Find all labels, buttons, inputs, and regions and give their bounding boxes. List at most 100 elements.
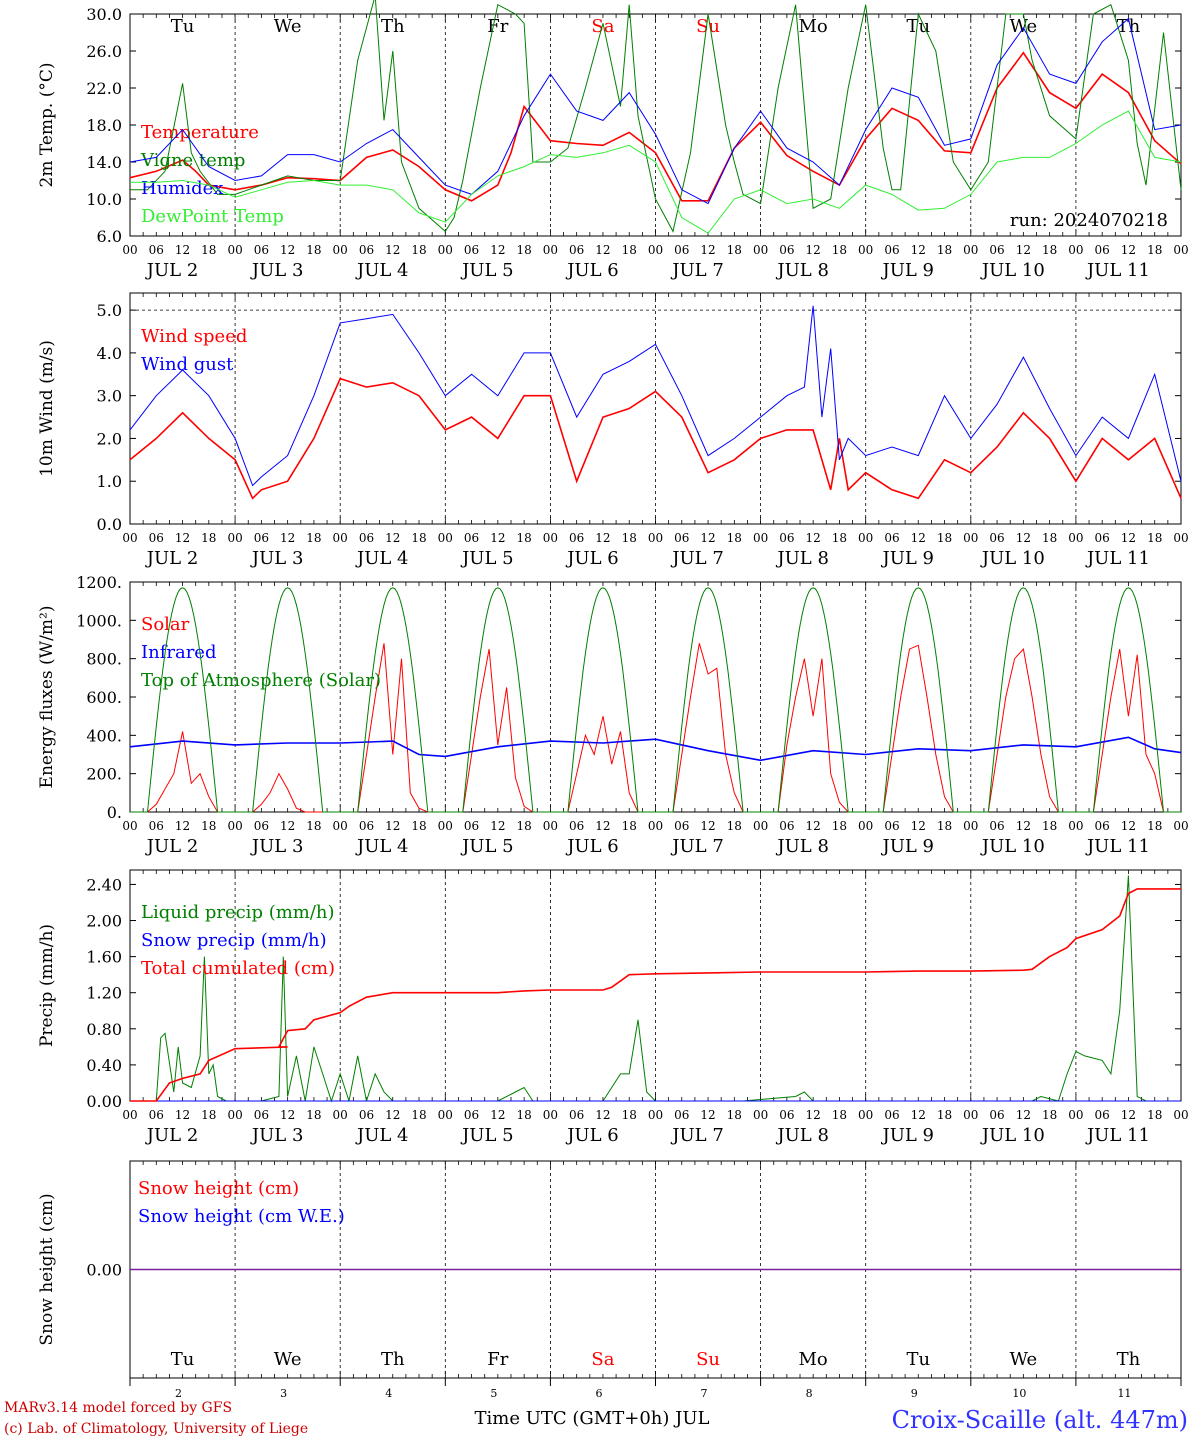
panel-snow: 0.00 Snow height (cm) Snow height (cm) Snow…	[37, 1160, 1182, 1400]
hour-tick-label: 12	[1016, 819, 1031, 833]
hour-tick-label: 12	[806, 1108, 821, 1122]
hour-tick-label: 06	[149, 243, 164, 257]
y-axis-label: 10m Wind (m/s)	[37, 340, 57, 477]
hour-tick-label: 06	[254, 819, 269, 833]
hour-tick-label: 06	[464, 243, 479, 257]
y-tick-label: 6.0	[97, 227, 122, 246]
y-tick-label: 2.00	[86, 912, 122, 931]
hour-tick-label: 12	[385, 1108, 400, 1122]
date-label: JUL 8	[775, 548, 829, 569]
date-label: JUL 2	[145, 548, 199, 569]
y-tick-label: 10.0	[86, 190, 122, 209]
footer-model-credit: MARv3.14 model forced by GFS	[4, 1400, 232, 1416]
hour-tick-label: 18	[1042, 819, 1057, 833]
hour-tick-label: 18	[516, 243, 531, 257]
hour-tick-label: 00	[858, 531, 873, 545]
date-label: JUL 9	[880, 260, 934, 281]
hour-tick-label: 18	[1147, 1108, 1162, 1122]
hour-tick-label: 00	[227, 819, 242, 833]
hour-tick-label: 12	[911, 243, 926, 257]
hour-tick-label: 18	[1147, 531, 1162, 545]
legend-entry: Wind gust	[141, 354, 234, 375]
hour-tick-label: 12	[911, 531, 926, 545]
y-tick-label: 1.20	[86, 984, 122, 1003]
hour-tick-label: 06	[464, 1108, 479, 1122]
y-tick-label: 1.60	[86, 948, 122, 967]
y-tick-label: 4.0	[97, 344, 122, 363]
hour-tick-label: 12	[806, 243, 821, 257]
hour-tick-label: 06	[569, 531, 584, 545]
hour-tick-label: 06	[1095, 819, 1110, 833]
y-tick-label: 1000.	[76, 611, 122, 630]
hour-tick-label: 18	[622, 819, 637, 833]
hour-tick-label: 00	[1173, 243, 1188, 257]
weekday-label: We	[274, 1349, 302, 1370]
hour-tick-label: 18	[1147, 819, 1162, 833]
day-number-label: 2	[175, 1387, 182, 1400]
weekday-label: Th	[1117, 16, 1141, 37]
legend-entry: Humidex	[141, 178, 223, 199]
legend-entry: Temperature	[141, 122, 259, 143]
hour-tick-label: 00	[333, 1108, 348, 1122]
hour-tick-label: 06	[779, 531, 794, 545]
run-label: run: 2024070218	[1010, 210, 1168, 231]
hour-tick-label: 06	[674, 243, 689, 257]
weekday-label: Su	[696, 1349, 720, 1370]
date-label: JUL 7	[670, 548, 724, 569]
series-line-top-of-atmosphere-solar-	[445, 587, 551, 813]
hour-tick-label: 00	[438, 1108, 453, 1122]
series-line-vigne-temp	[130, 0, 1182, 233]
date-label: JUL 7	[670, 1125, 724, 1146]
date-label: JUL 2	[145, 1125, 199, 1146]
hour-tick-label: 00	[333, 531, 348, 545]
date-label: JUL 5	[460, 836, 514, 857]
date-label: JUL 5	[460, 260, 514, 281]
legend-entry: Total cumulated (cm)	[141, 958, 335, 979]
hour-tick-label: 18	[306, 531, 321, 545]
date-label: JUL 8	[775, 836, 829, 857]
weekday-label: Tu	[906, 1349, 930, 1370]
hour-tick-label: 06	[254, 531, 269, 545]
hour-tick-label: 12	[490, 1108, 505, 1122]
hour-tick-label: 12	[490, 531, 505, 545]
hour-tick-label: 00	[1068, 243, 1083, 257]
hour-tick-label: 06	[884, 819, 899, 833]
legend-entry: Wind speed	[141, 326, 247, 347]
hour-tick-label: 00	[753, 1108, 768, 1122]
date-label: JUL 11	[1085, 548, 1150, 569]
y-tick-label: 0.	[107, 803, 122, 822]
legend-entry: Snow height (cm W.E.)	[138, 1206, 345, 1227]
hour-tick-label: 06	[149, 1108, 164, 1122]
hour-tick-label: 00	[438, 819, 453, 833]
footer-station-name: Croix-Scaille (alt. 447m)	[892, 1406, 1188, 1434]
date-label: JUL 6	[565, 260, 619, 281]
day-number-label: 11	[1117, 1387, 1131, 1400]
day-number-label: 9	[911, 1387, 918, 1400]
hour-tick-label: 12	[700, 1108, 715, 1122]
date-label: JUL 4	[355, 260, 409, 281]
hour-tick-label: 06	[674, 819, 689, 833]
hour-tick-label: 06	[1095, 531, 1110, 545]
series-line-wind-speed	[129, 377, 1182, 500]
hour-tick-label: 12	[385, 819, 400, 833]
y-tick-label: 3.0	[97, 387, 122, 406]
hour-tick-label: 12	[175, 819, 190, 833]
weekday-label: Sa	[591, 1349, 614, 1370]
series-line-top-of-atmosphere-solar-	[130, 587, 236, 813]
y-tick-label: 800.	[86, 650, 122, 669]
legend-entry: Top of Atmosphere (Solar)	[141, 670, 381, 691]
day-number-label: 8	[806, 1387, 813, 1400]
hour-tick-label: 00	[963, 243, 978, 257]
hour-tick-label: 12	[911, 819, 926, 833]
hour-tick-label: 12	[595, 1108, 610, 1122]
day-number-label: 3	[280, 1387, 287, 1400]
y-axis-label: 2m Temp. (°C)	[37, 62, 57, 187]
hour-tick-label: 12	[280, 1108, 295, 1122]
hour-tick-label: 18	[937, 243, 952, 257]
hour-tick-label: 18	[832, 819, 847, 833]
hour-tick-label: 00	[227, 1108, 242, 1122]
hour-tick-label: 12	[595, 243, 610, 257]
hour-tick-label: 18	[832, 1108, 847, 1122]
weekday-label: Mo	[799, 16, 828, 37]
y-tick-label: 18.0	[86, 116, 122, 135]
